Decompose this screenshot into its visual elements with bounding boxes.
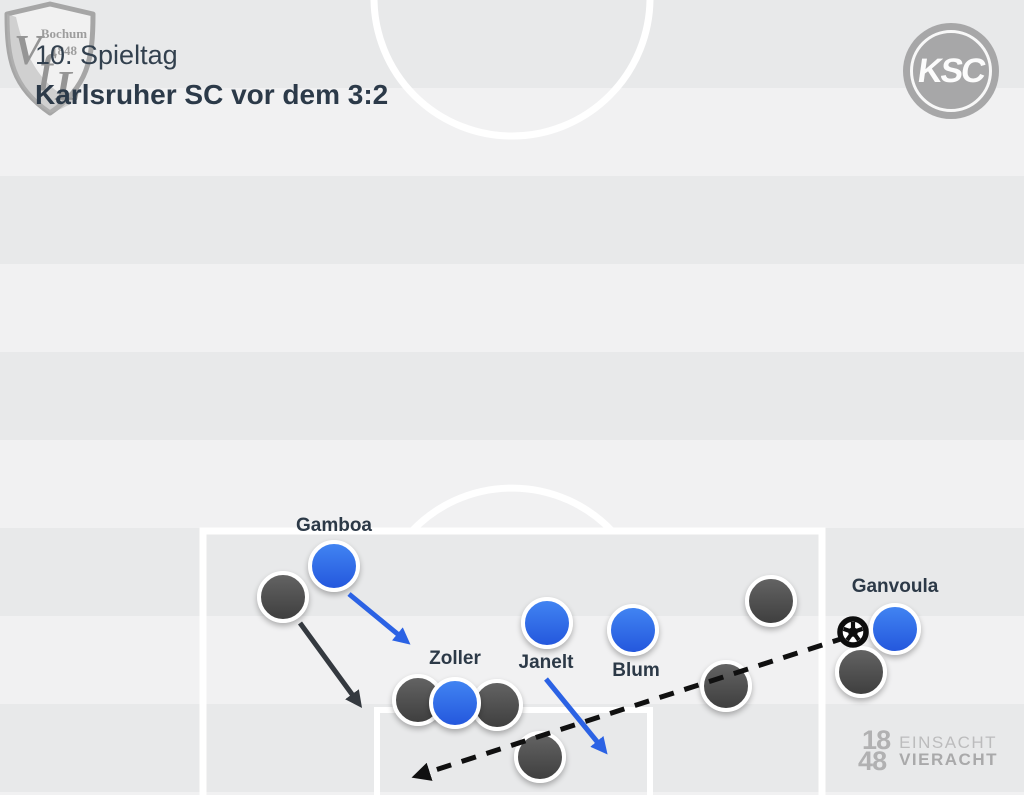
run-arrow-blue xyxy=(544,677,608,755)
player-label-janelt: Janelt xyxy=(518,652,574,673)
penalty-arc-line xyxy=(409,484,615,534)
run-arrow-dark xyxy=(297,621,363,708)
player-marker-gray[interactable] xyxy=(835,646,887,698)
player-marker-blue-janelt[interactable] xyxy=(521,597,573,649)
pass-arrow xyxy=(411,634,848,781)
vfl-year-text: 1848 xyxy=(51,43,78,58)
player-marker-blue-zoller[interactable] xyxy=(429,677,481,729)
vfl-shield-swoosh xyxy=(7,14,76,113)
player-marker-blue-blum[interactable] xyxy=(607,604,659,656)
player-label-gamboa: Gamboa xyxy=(295,515,373,536)
ball-icon[interactable] xyxy=(837,616,869,648)
einsachtvieracht-watermark: 18 48 EINSACHT VIERACHT xyxy=(858,724,998,775)
ksc-logo-text: KSC xyxy=(915,51,987,90)
player-label-zoller: Zoller xyxy=(429,648,481,669)
player-marker-blue-ganvoula[interactable] xyxy=(869,603,921,655)
player-label-ganvoula: Ganvoula xyxy=(851,576,939,597)
vfl-bochum-logo: V f L Bochum 1848 xyxy=(4,1,96,116)
run-arrow-blue xyxy=(347,592,411,645)
vfl-letter-f: f xyxy=(40,46,57,91)
vfl-city-text: Bochum xyxy=(41,26,87,41)
ksc-logo-ring xyxy=(910,30,992,112)
player-marker-blue-gamboa[interactable] xyxy=(308,540,360,592)
player-marker-gray[interactable] xyxy=(257,571,309,623)
center-circle-line xyxy=(370,0,654,140)
ksc-logo: KSC xyxy=(903,23,999,119)
player-label-blum: Blum xyxy=(612,660,660,681)
watermark-einsacht: EINSACHT xyxy=(899,732,998,752)
match-title: Karlsruher SC vor dem 3:2 xyxy=(35,79,389,111)
match-header: 10. Spieltag Karlsruher SC vor dem 3:2 xyxy=(35,36,388,116)
watermark-18: 18 xyxy=(862,724,891,755)
watermark-names: EINSACHT VIERACHT xyxy=(899,732,998,770)
player-marker-gray[interactable] xyxy=(745,575,797,627)
watermark-numbers: 18 48 xyxy=(858,724,891,775)
watermark-vieracht: VIERACHT xyxy=(899,750,998,770)
matchday-label: 10. Spieltag xyxy=(35,40,178,70)
watermark-48: 48 xyxy=(858,746,887,777)
vfl-letter-v: V xyxy=(14,28,45,74)
vfl-letter-l: L xyxy=(54,64,81,110)
penalty-box-line xyxy=(199,527,826,795)
